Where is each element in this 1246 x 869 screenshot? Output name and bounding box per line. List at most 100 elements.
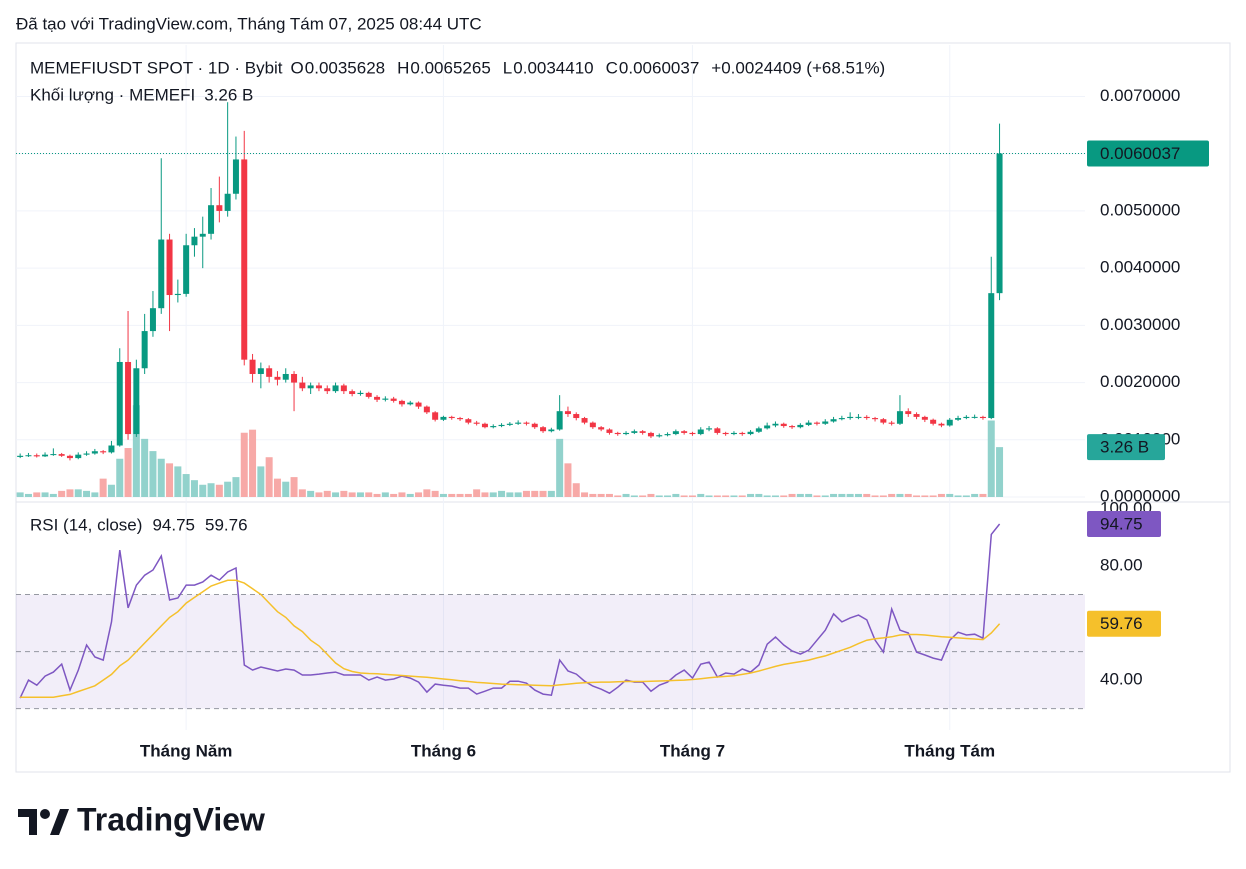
- volume-bar: [298, 489, 306, 497]
- volume-bar: [456, 493, 464, 497]
- candle-body: [340, 385, 347, 392]
- candle-body: [938, 423, 945, 426]
- volume-bar: [879, 495, 887, 497]
- candle-body: [282, 373, 289, 380]
- candle-body: [755, 428, 762, 432]
- legend-text: O: [291, 58, 304, 77]
- volume-bar: [431, 490, 439, 497]
- candle-body: [780, 423, 787, 427]
- volume-bar: [813, 495, 821, 497]
- volume-bar: [605, 493, 613, 497]
- candle-body: [639, 431, 646, 433]
- volume-bar: [705, 495, 713, 497]
- candle-body: [432, 412, 439, 420]
- volume-bar: [33, 492, 41, 497]
- volume-bar: [564, 463, 572, 497]
- volume-bar: [498, 490, 506, 497]
- volume-bar: [174, 466, 182, 497]
- candle-body: [191, 236, 198, 246]
- candle-body: [797, 424, 804, 428]
- chart-frame: [15, 42, 1231, 773]
- volume-bar: [522, 490, 530, 497]
- candle-body: [988, 293, 995, 419]
- volume-bar: [664, 495, 672, 497]
- candle-body: [838, 418, 845, 420]
- volume-bar: [556, 438, 564, 497]
- legend-text: 3.26 B: [204, 85, 253, 104]
- volume-bar: [987, 420, 995, 497]
- volume-bar: [821, 495, 829, 497]
- volume-bar: [871, 495, 879, 497]
- candle-body: [739, 432, 746, 435]
- volume-bar: [224, 481, 232, 497]
- candle-body: [332, 385, 339, 392]
- candle-body: [896, 411, 903, 424]
- volume-bar: [83, 490, 91, 497]
- volume-bar: [132, 405, 140, 497]
- candle-body: [423, 406, 430, 413]
- y-tick-label: 0.0070000: [1100, 86, 1180, 105]
- volume-bar: [232, 477, 240, 497]
- candle-body: [747, 431, 754, 435]
- volume-bar: [373, 493, 381, 497]
- legend-text: RSI (14, close): [30, 515, 142, 534]
- volume-bar: [290, 477, 298, 497]
- candle-body: [108, 445, 115, 453]
- volume-bar: [190, 480, 198, 497]
- rsi-tag-bg: [1087, 510, 1161, 537]
- volume-bar: [464, 493, 472, 497]
- volume-bar: [406, 493, 414, 497]
- x-tick-label: Tháng Tám: [904, 741, 995, 760]
- candle-body: [614, 432, 621, 435]
- candle-body: [457, 418, 464, 420]
- candle-body: [25, 455, 32, 457]
- candle-body: [598, 427, 605, 430]
- volume-bar: [307, 490, 315, 497]
- volume-bar: [107, 484, 115, 497]
- candle-body: [548, 429, 555, 432]
- legend-text: H: [397, 58, 409, 77]
- candle-body: [398, 400, 405, 405]
- volume-bar: [539, 490, 547, 497]
- rsi-line: [20, 579, 1001, 698]
- candle-body: [125, 361, 132, 435]
- last-price-tag-bg: [1087, 140, 1209, 167]
- y-tick-label: 0.0000000: [1100, 486, 1180, 505]
- candle-body: [888, 422, 895, 424]
- volume-bar: [74, 489, 82, 497]
- volume-bar: [655, 495, 663, 497]
- logo-text: TradingView: [77, 801, 265, 837]
- candle-body: [141, 331, 148, 369]
- candle-body: [606, 429, 613, 433]
- volume-bar: [589, 493, 597, 497]
- volume-bar: [473, 489, 481, 497]
- volume-tag-bg: [1087, 434, 1165, 461]
- legend-text: +0.0024409 (+68.51%): [711, 58, 885, 77]
- y-tick-label: 0.0050000: [1100, 200, 1180, 219]
- volume-bar: [141, 438, 149, 497]
- candle-body: [473, 422, 480, 424]
- candle-body: [531, 423, 538, 428]
- candle-body: [307, 385, 314, 389]
- candle-body: [847, 416, 854, 419]
- candle-body: [448, 416, 455, 419]
- candle-body: [872, 418, 879, 420]
- candle-body: [930, 419, 937, 424]
- volume-bar: [116, 458, 124, 497]
- volume-bar: [680, 495, 688, 497]
- volume-bar: [622, 493, 630, 497]
- volume-bar: [954, 495, 962, 497]
- candle-body: [963, 416, 970, 419]
- candle-body: [589, 422, 596, 428]
- volume-bar: [257, 466, 265, 497]
- candle-body: [996, 153, 1003, 294]
- candle-body: [681, 431, 688, 433]
- volume-bar: [647, 493, 655, 497]
- candle-body: [266, 368, 273, 377]
- volume-bar: [49, 493, 57, 497]
- volume-bar: [771, 495, 779, 497]
- candle-body: [274, 376, 281, 380]
- candle-body: [116, 361, 123, 446]
- legend-text: L: [503, 58, 512, 77]
- volume-bar: [946, 493, 954, 497]
